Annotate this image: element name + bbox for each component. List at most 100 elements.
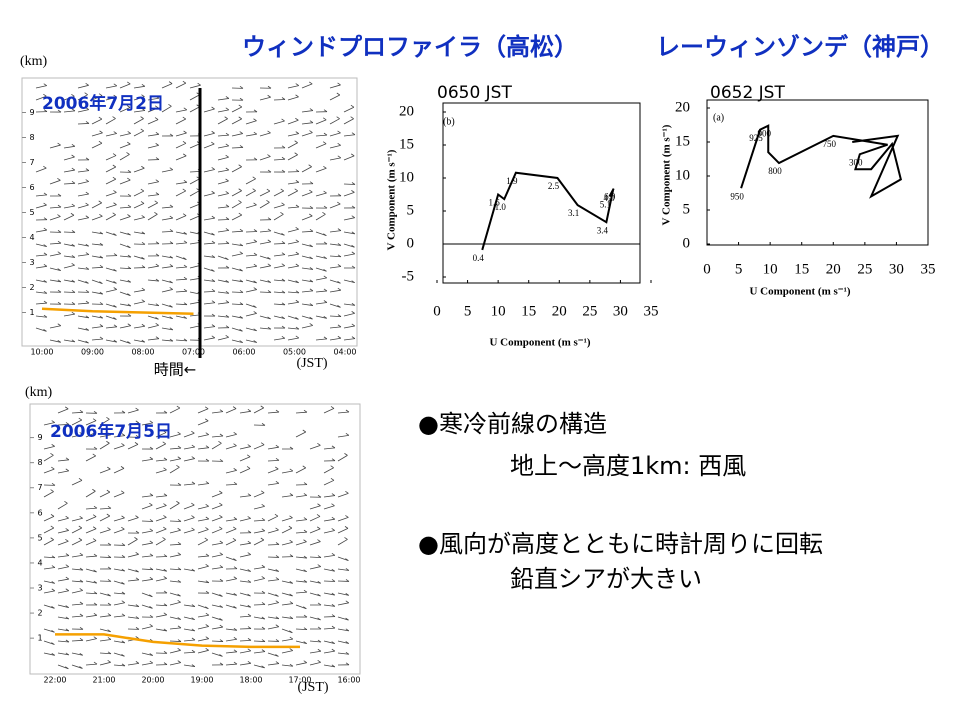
wind-arrow (49, 179, 61, 185)
wind-arrow (217, 109, 229, 113)
wind-arrow-head (107, 579, 112, 582)
wind-arrow (105, 289, 117, 293)
wind-arrow (85, 432, 97, 438)
plot-frame (21, 77, 358, 347)
wind-arrow-head (113, 287, 117, 290)
wind-arrow (189, 84, 201, 89)
wind-arrow-head (247, 540, 252, 544)
wind-arrow (273, 303, 285, 306)
wind-arrow (329, 230, 341, 233)
wind-arrow-head (225, 191, 229, 194)
wind-arrow (35, 85, 47, 89)
wind-arrow-head (337, 305, 341, 308)
wind-arrow-head (309, 213, 313, 217)
hodograph-line (740, 124, 903, 199)
wind-arrow (309, 444, 321, 450)
wind-arrow (287, 279, 299, 284)
wind-arrow (57, 578, 69, 582)
wind-arrow (245, 204, 257, 209)
wind-arrow (147, 324, 159, 329)
bullet: ●寒冷前線の構造 (418, 410, 607, 438)
wind-arrow (197, 505, 209, 510)
wind-arrow-head (323, 315, 327, 319)
wind-arrow-head (309, 303, 314, 306)
wind-arrow-head (141, 165, 145, 169)
wind-arrow-head (85, 179, 89, 182)
wind-arrow (287, 315, 299, 320)
wind-arrow (323, 592, 335, 596)
wind-arrow (259, 96, 271, 101)
wind-arrow-head (85, 315, 90, 319)
wind-arrow-head (169, 229, 174, 232)
wind-arrow-head (65, 628, 70, 632)
wind-arrow-head (107, 613, 112, 616)
wind-arrow-head (51, 642, 55, 645)
panel-date: 2006年7月5日 (50, 421, 172, 442)
wind-arrow (259, 190, 271, 197)
wind-arrow (245, 254, 257, 257)
wind-arrow-head (253, 131, 258, 135)
wind-arrow (203, 132, 215, 137)
wind-arrow (211, 626, 223, 630)
wind-arrow-head (121, 443, 125, 446)
wind-arrow (71, 419, 82, 426)
wind-arrow (35, 291, 47, 294)
wind-arrow (245, 120, 257, 125)
wind-arrow-head (71, 311, 76, 315)
wind-arrow (203, 337, 215, 341)
wind-arrow-head (211, 232, 215, 236)
wind-arrow-head (93, 553, 98, 557)
wind-arrow-head (71, 203, 76, 207)
wind-arrow (287, 154, 298, 161)
wind-arrow-head (99, 213, 103, 217)
wind-arrow (63, 214, 75, 221)
wind-arrow (267, 602, 279, 606)
wind-arrow (77, 315, 89, 319)
wind-arrow-head (51, 605, 55, 609)
wind-arrow-head (288, 525, 293, 529)
wind-arrow-head (295, 83, 299, 86)
wind-arrow (315, 255, 327, 259)
wind-arrow (161, 83, 173, 89)
wind-arrow (127, 553, 139, 558)
wind-arrow-head (309, 130, 313, 133)
wind-arrow-head (281, 202, 285, 206)
wind-arrow-head (303, 660, 307, 664)
wind-arrow (315, 213, 326, 221)
wind-arrow-head (267, 280, 271, 283)
wind-arrow (155, 517, 167, 522)
wind-arrow (77, 327, 89, 331)
wind-arrow-head (112, 153, 117, 156)
plot-frame (442, 102, 641, 284)
wind-arrow (77, 267, 89, 270)
wind-arrow-head (71, 108, 76, 112)
wind-arrow-head (309, 205, 314, 209)
wind-arrow (189, 215, 201, 221)
wind-arrow (155, 443, 166, 450)
wind-arrow (309, 566, 321, 570)
wind-arrow-head (247, 593, 251, 597)
wind-arrow-head (149, 420, 154, 424)
wind-arrow (35, 194, 47, 197)
wind-arrow (183, 504, 195, 510)
wind-arrow-head (141, 215, 145, 218)
wind-arrow-head (169, 133, 174, 137)
wind-arrow (203, 302, 215, 305)
x-tick-label: 16:00 (337, 676, 360, 685)
wind-arrow-head (280, 211, 284, 215)
wind-arrow-head (345, 433, 350, 436)
wind-arrow-head (281, 169, 286, 173)
y-tick-label: -5 (402, 268, 415, 284)
wind-arrow (155, 568, 167, 572)
wind-arrow-head (219, 639, 224, 642)
wind-arrow (169, 580, 181, 583)
wind-arrow-head (218, 526, 223, 530)
wind-arrow-head (121, 555, 126, 558)
wind-arrow-head (65, 553, 70, 556)
wind-arrow-head (78, 417, 83, 421)
wind-arrow-head (135, 530, 140, 534)
wind-arrow-head (261, 504, 265, 507)
wind-arrow-head (163, 467, 167, 471)
wind-arrow (113, 664, 125, 667)
wind-arrow-head (247, 648, 252, 652)
